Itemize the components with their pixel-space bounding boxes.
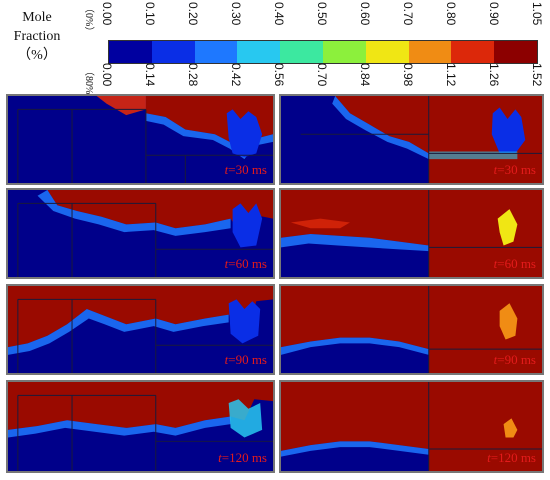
time-label: t=120 ms xyxy=(218,450,267,466)
time-label-var: t xyxy=(493,162,498,177)
time-label-var: t xyxy=(224,256,229,271)
colorbar-swatch xyxy=(151,41,195,63)
time-label: t=60 ms xyxy=(225,256,267,272)
contour-plot xyxy=(281,382,542,471)
colorbar-swatch xyxy=(494,41,537,63)
colorbar-bottom-tick: 0.14 xyxy=(143,63,157,87)
time-label-value: =60 ms xyxy=(228,256,267,271)
colorbar-top-tick: 0.80 xyxy=(444,2,458,26)
time-label: t=30 ms xyxy=(494,162,536,178)
time-label-var: t xyxy=(218,450,222,465)
colorbar-top-tick: 0.00 xyxy=(100,2,114,26)
panel-left-30ms: t=30 ms xyxy=(6,94,275,185)
legend-title-line1: Mole xyxy=(22,10,52,25)
colorbar-top-tick: 0.60 xyxy=(358,2,372,26)
colorbar-swatch xyxy=(280,41,323,63)
panel-left-120ms: t=120 ms xyxy=(6,380,275,473)
colorbar-bottom-tick: 0.70 xyxy=(315,63,329,87)
colorbar-bottom-tick: 1.52 xyxy=(530,63,544,87)
colorbar-bottom-tick: 1.12 xyxy=(444,63,458,87)
time-label-value: =120 ms xyxy=(221,450,267,465)
legend-title-line3: （%） xyxy=(17,48,57,63)
time-label-value: =120 ms xyxy=(490,450,536,465)
colorbar-top-tick: 0.50 xyxy=(315,2,329,26)
colorbar xyxy=(108,40,538,64)
time-label-value: =90 ms xyxy=(228,352,267,367)
time-label-value: =30 ms xyxy=(497,162,536,177)
time-label-value: =60 ms xyxy=(497,256,536,271)
contour-plot xyxy=(8,286,273,373)
colorbar-bottom-tick: 0.98 xyxy=(401,63,415,87)
panel-left-90ms: t=90 ms xyxy=(6,284,275,375)
colorbar-swatch xyxy=(408,41,452,63)
contour-plot xyxy=(8,382,273,471)
colorbar-top-tick: 1.05 xyxy=(530,2,544,26)
time-label-value: =90 ms xyxy=(497,352,536,367)
time-label-var: t xyxy=(493,256,498,271)
colorbar-top-tick: 0.10 xyxy=(143,2,157,26)
panel-right-120ms: t=120 ms xyxy=(279,380,544,473)
colorbar-swatch xyxy=(194,41,238,63)
time-label: t=120 ms xyxy=(487,450,536,466)
contour-plot xyxy=(281,286,542,373)
colorbar-top-tick: 0.90 xyxy=(487,2,501,26)
time-label-var: t xyxy=(487,450,491,465)
colorbar-bottom-tick: 0.42 xyxy=(229,63,243,87)
panel-left-60ms: t=60 ms xyxy=(6,188,275,279)
contour-plot xyxy=(281,190,542,277)
colorbar-bottom-tick: 0.28 xyxy=(186,63,200,87)
time-label-var: t xyxy=(224,162,229,177)
time-label: t=90 ms xyxy=(225,352,267,368)
contour-plot xyxy=(8,96,273,183)
colorbar-top-tick: 0.20 xyxy=(186,2,200,26)
colorbar-bottom-tick: 0.84 xyxy=(358,63,372,87)
colorbar-bottom-tick: 0.00 xyxy=(100,63,114,87)
contour-plot xyxy=(8,190,273,277)
colorbar-bottom-tick: 1.26 xyxy=(487,63,501,87)
time-label: t=30 ms xyxy=(225,162,267,178)
time-label-var: t xyxy=(224,352,229,367)
legend-title-line2: Fraction xyxy=(13,29,61,44)
colorbar-top-tick: 0.70 xyxy=(401,2,415,26)
colorbar-swatch xyxy=(109,41,152,63)
colorbar-swatch xyxy=(237,41,281,63)
time-label-value: =30 ms xyxy=(228,162,267,177)
legend-scale-top-label: （0%） xyxy=(83,3,94,37)
colorbar-top-tick: 0.40 xyxy=(272,2,286,26)
time-label: t=60 ms xyxy=(494,256,536,272)
contour-plot xyxy=(281,96,542,183)
colorbar-swatch xyxy=(322,41,366,63)
panel-right-30ms: t=30 ms xyxy=(279,94,544,185)
time-label-var: t xyxy=(493,352,498,367)
colorbar-swatch xyxy=(365,41,409,63)
panel-right-60ms: t=60 ms xyxy=(279,188,544,279)
legend-title: Mole Fraction （%） xyxy=(2,8,72,65)
panel-right-90ms: t=90 ms xyxy=(279,284,544,375)
colorbar-top-tick: 0.30 xyxy=(229,2,243,26)
colorbar-bottom-tick: 0.56 xyxy=(272,63,286,87)
time-label: t=90 ms xyxy=(494,352,536,368)
colorbar-swatch xyxy=(451,41,495,63)
